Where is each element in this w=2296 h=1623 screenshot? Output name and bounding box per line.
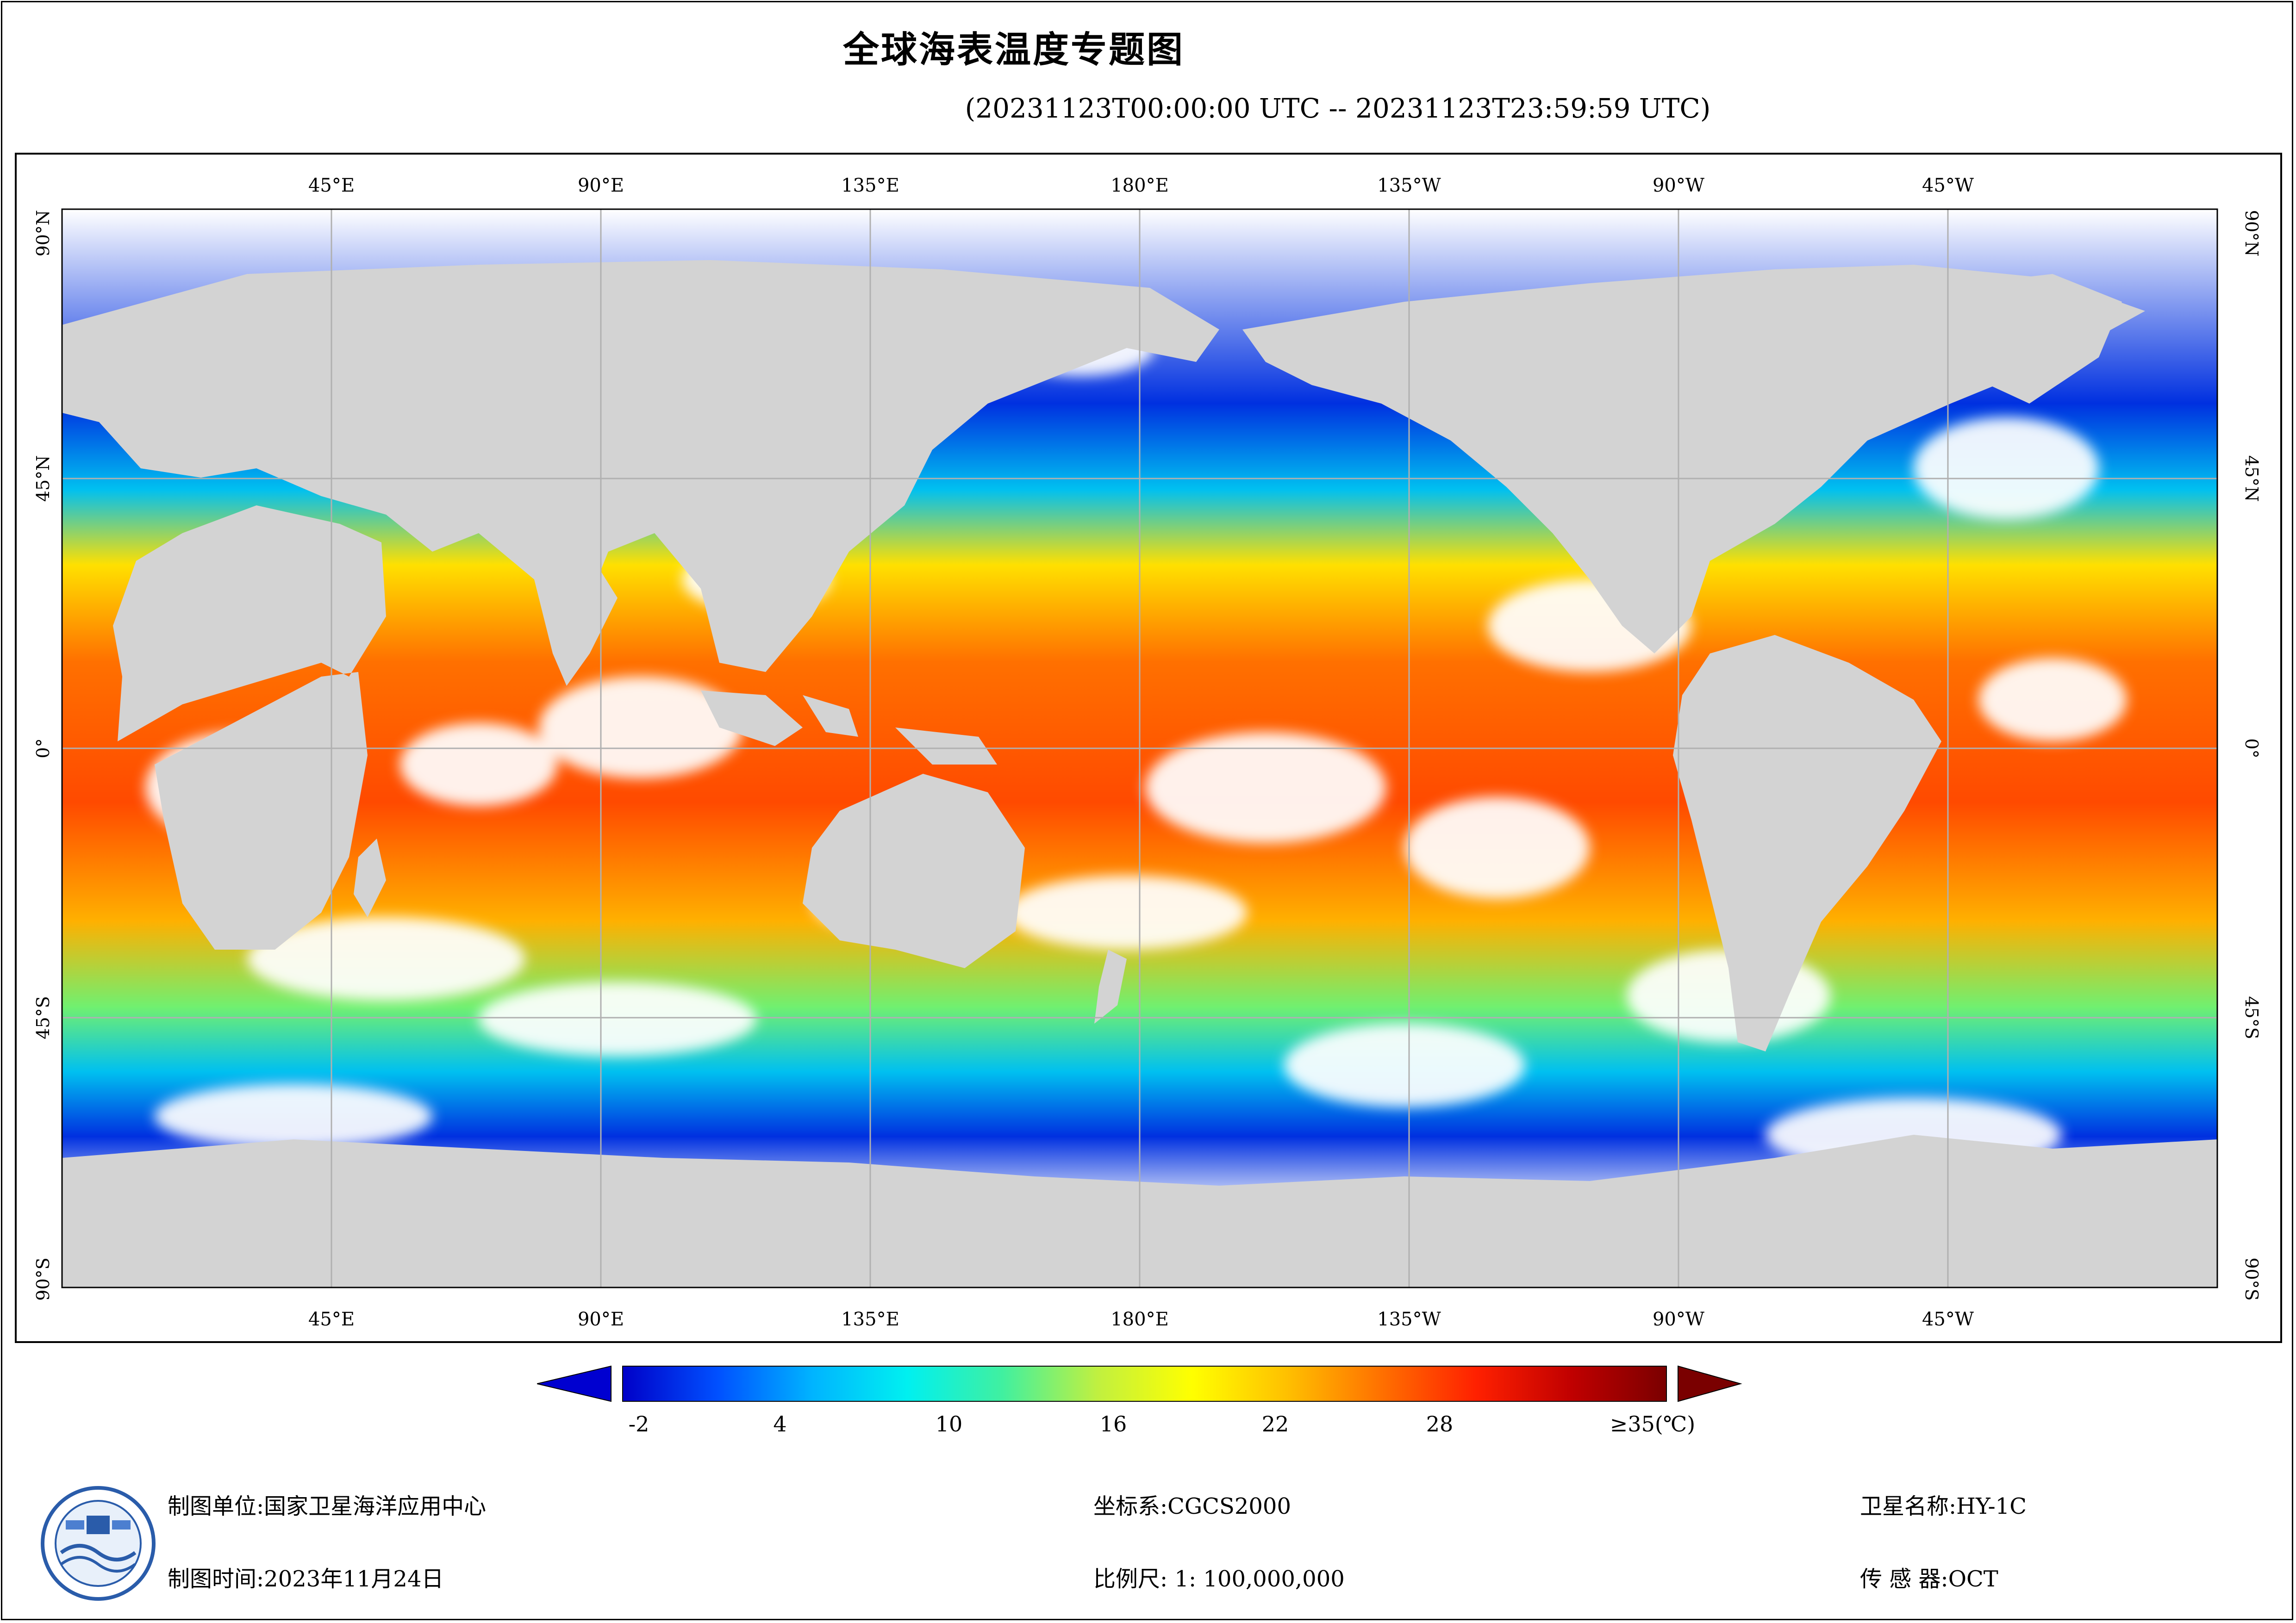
lon-label: 45°E	[308, 1309, 355, 1330]
colorbar: -2 4 10 16 22 28 ≥35(℃)	[537, 1365, 1750, 1436]
land-madagascar	[354, 839, 386, 917]
nsoas-logo	[41, 1486, 156, 1601]
lat-label: 0°	[33, 738, 53, 758]
colorbar-tick-label: ≥35(℃)	[1610, 1412, 1695, 1435]
org-label: 制图单位:国家卫星海洋应用中心	[168, 1493, 487, 1519]
crs-label: 坐标系:CGCS2000	[1093, 1493, 1292, 1519]
graticule	[62, 209, 2217, 1287]
lat-label: 90°S	[2241, 1257, 2262, 1300]
scale-label: 比例尺: 1: 100,000,000	[1093, 1566, 1345, 1592]
lat-label: 0°	[2241, 738, 2262, 758]
map-border	[61, 208, 2218, 1288]
land-africa	[113, 505, 386, 950]
sst-map[interactable]: 45°E 90°E 135°E 180°E 135°W 90°W 45°W 45…	[17, 155, 2280, 1341]
colorbar-max-arrow	[1678, 1365, 1742, 1402]
land-sea-islands	[701, 690, 997, 765]
lat-label: 45°S	[2241, 996, 2262, 1039]
lat-label: 90°N	[2241, 210, 2262, 257]
land-new-zealand	[1094, 950, 1127, 1024]
lon-label: 45°W	[1922, 1309, 1974, 1330]
colorbar-bar	[622, 1366, 1667, 1402]
lon-label: 180°E	[1111, 1309, 1169, 1330]
lon-label: 90°E	[578, 175, 624, 196]
lon-label: 45°E	[308, 175, 355, 196]
sensor-label: 传 感 器:OCT	[1860, 1566, 1998, 1592]
colorbar-min-arrow	[537, 1365, 611, 1402]
colorbar-svg: -2 4 10 16 22 28 ≥35(℃)	[537, 1365, 1742, 1436]
lon-label: 90°W	[1653, 1309, 1704, 1330]
lon-label: 180°E	[1111, 175, 1169, 196]
colorbar-tick-label: 22	[1262, 1412, 1289, 1435]
time-label: 制图时间:2023年11月24日	[168, 1566, 444, 1592]
lat-label: 90°N	[33, 210, 53, 257]
lat-labels-right: 90°N 45°N 0° 45°S 90°S	[2241, 210, 2262, 1301]
colorbar-tick-label: 28	[1426, 1412, 1454, 1435]
lon-label: 135°E	[841, 1309, 899, 1330]
land-eurasia	[62, 260, 1219, 672]
colorbar-ticks: -2 4 10 16 22 28 ≥35(℃)	[629, 1412, 1696, 1436]
lat-label: 90°S	[33, 1257, 53, 1300]
lat-labels-left: 90°N 45°N 0° 45°S 90°S	[33, 210, 53, 1301]
land-north-america	[1242, 265, 2145, 653]
land-india	[534, 561, 618, 686]
lon-label: 135°W	[1377, 175, 1441, 196]
lon-label: 45°W	[1922, 175, 1974, 196]
lon-label: 135°E	[841, 175, 899, 196]
lon-labels-top: 45°E 90°E 135°E 180°E 135°W 90°W 45°W	[308, 175, 1974, 196]
lon-labels-bottom: 45°E 90°E 135°E 180°E 135°W 90°W 45°W	[308, 1309, 1974, 1330]
land-australia	[803, 774, 1025, 968]
map-subtitle: (20231123T00:00:00 UTC -- 20231123T23:59…	[965, 93, 1711, 124]
lon-label: 90°W	[1653, 175, 1704, 196]
satellite-label: 卫星名称:HY-1C	[1860, 1493, 2027, 1519]
map-title: 全球海表温度专题图	[842, 29, 1185, 71]
colorbar-tick-label: 10	[936, 1412, 963, 1435]
lon-label: 90°E	[578, 1309, 624, 1330]
map-frame: 45°E 90°E 135°E 180°E 135°W 90°W 45°W 45…	[15, 153, 2282, 1343]
lat-label: 45°S	[33, 996, 53, 1039]
lat-label: 45°N	[2241, 455, 2262, 502]
map-plot-area	[61, 208, 2218, 1288]
colorbar-tick-label: 4	[773, 1412, 786, 1435]
colorbar-tick-label: -2	[629, 1412, 649, 1435]
lon-label: 135°W	[1377, 1309, 1441, 1330]
land-south-america	[1673, 635, 1941, 1051]
lat-label: 45°N	[33, 455, 53, 502]
colorbar-tick-label: 16	[1100, 1412, 1127, 1435]
